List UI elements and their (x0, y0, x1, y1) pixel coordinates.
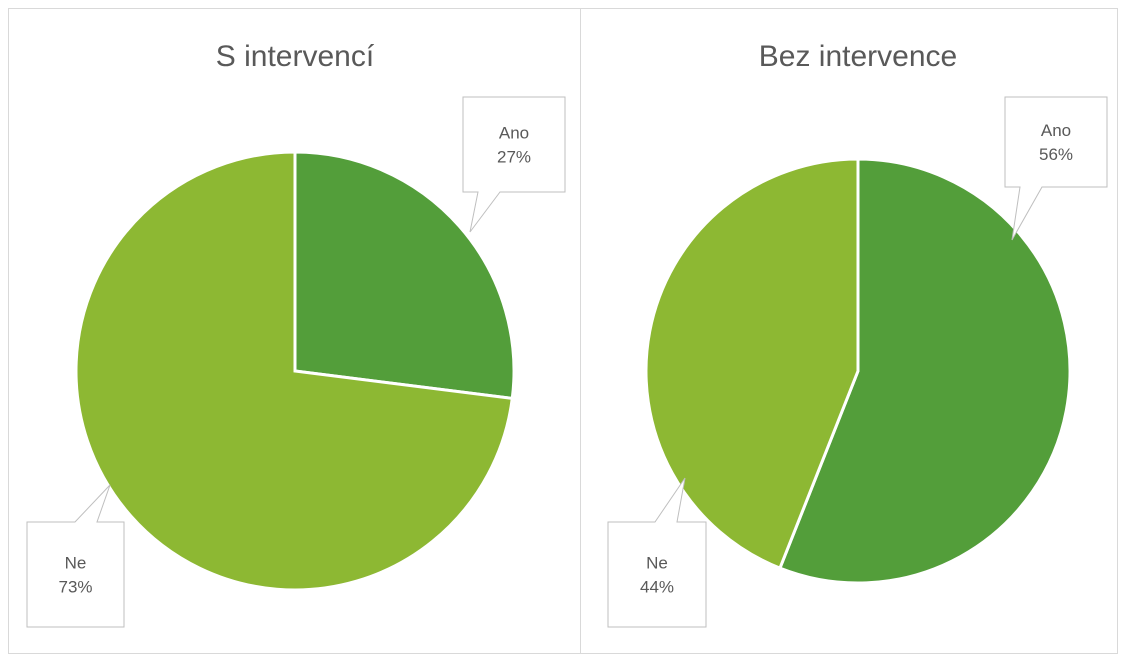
pie-slice (293, 150, 516, 401)
label-value: 27% (497, 148, 531, 167)
callout (1004, 96, 1108, 241)
label-category: Ne (646, 554, 668, 573)
chart-title: S intervencí (216, 40, 375, 73)
callout (462, 96, 566, 233)
label-category: Ano (499, 124, 529, 143)
pie-slice (778, 157, 1072, 585)
pie-slice (644, 157, 860, 571)
label-category: Ano (1041, 121, 1071, 140)
callout (26, 484, 125, 628)
pie-slice (74, 150, 514, 592)
label-value: 56% (1039, 145, 1073, 164)
label-value: 44% (640, 578, 674, 597)
chart-title: Bez intervence (759, 40, 957, 73)
callout (607, 477, 707, 628)
label-category: Ne (65, 554, 87, 573)
label-value: 73% (58, 578, 92, 597)
